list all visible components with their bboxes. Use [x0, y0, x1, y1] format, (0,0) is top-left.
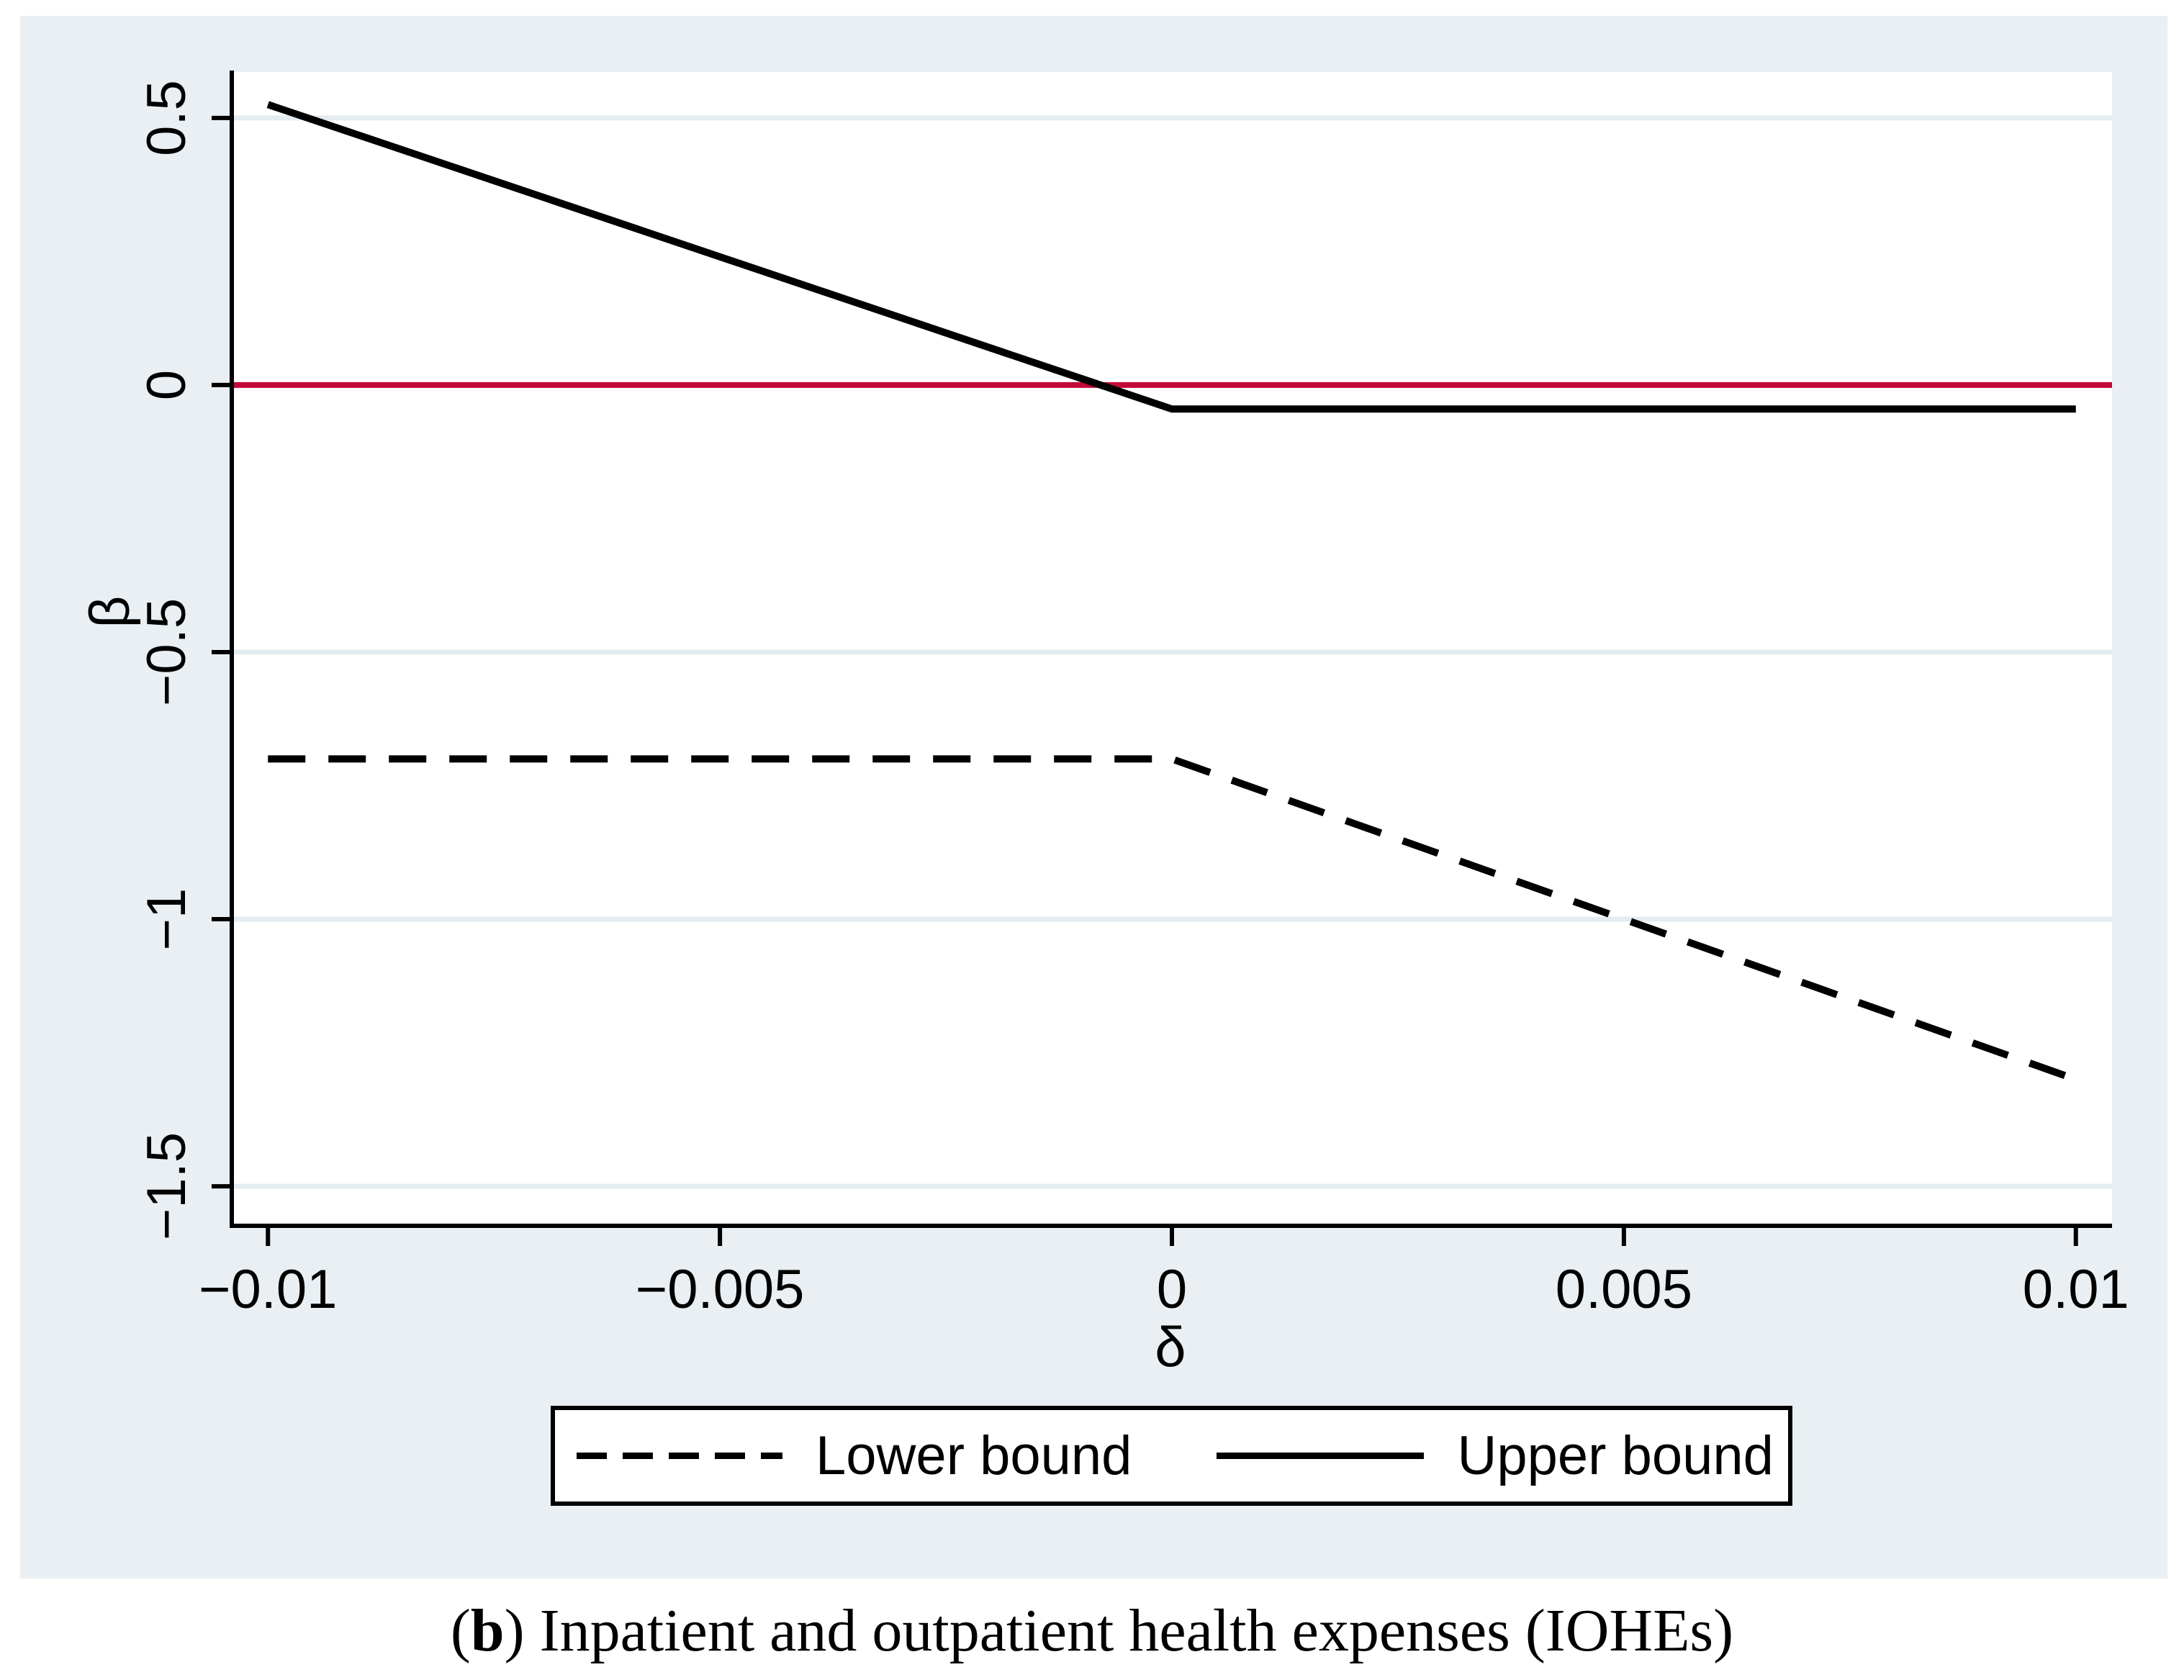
caption-panel-letter: b — [470, 1597, 505, 1664]
legend: Lower bound Upper bound — [551, 1406, 1792, 1506]
x-tick-label-−0.005: −0.005 — [635, 1259, 805, 1320]
caption-text: ) Inpatient and outpatient health expens… — [504, 1597, 1734, 1664]
y-tick-label-−1.5: −1.5 — [136, 1132, 197, 1241]
legend-dashed-line-sample — [577, 1453, 782, 1459]
y-tick-label-−0.5: −0.5 — [136, 597, 197, 706]
legend-solid-line-sample — [1217, 1453, 1425, 1459]
x-tick-label-0.005: 0.005 — [1555, 1259, 1692, 1320]
figure-caption: (b) Inpatient and outpatient health expe… — [0, 1581, 2184, 1680]
x-axis-title: δ — [1155, 1315, 1186, 1378]
x-tick-label-0.01: 0.01 — [2022, 1259, 2129, 1320]
y-axis-title: β — [78, 595, 141, 628]
plot-area — [232, 72, 2112, 1226]
y-tick-label-−1: −1 — [136, 888, 197, 951]
caption-paren-open: ( — [450, 1597, 471, 1664]
series-upper-bound — [266, 101, 2076, 413]
y-tick-label-0.5: 0.5 — [136, 79, 197, 156]
legend-entry-lower-bound: Lower bound — [816, 1425, 1132, 1486]
y-tick-label-0: 0 — [136, 369, 197, 401]
legend-entry-upper-bound: Upper bound — [1457, 1425, 1774, 1486]
series-lower-bound — [268, 755, 2077, 1083]
x-tick-label-0: 0 — [1156, 1259, 1188, 1320]
x-tick-label-−0.01: −0.01 — [199, 1259, 338, 1320]
